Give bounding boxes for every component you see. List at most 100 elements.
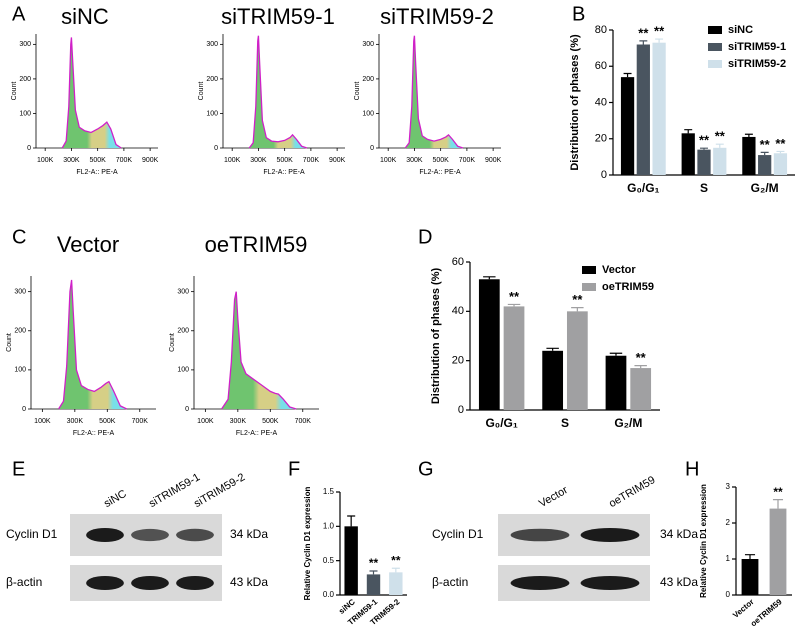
- legend-label: oeTRIM59: [602, 281, 654, 293]
- bar: [758, 155, 772, 175]
- bar: [503, 306, 525, 410]
- y-tick-label: 0.5: [323, 556, 335, 565]
- bar: [636, 44, 650, 175]
- y-tick-label: 0: [601, 169, 607, 181]
- y-axis-label: Count: [11, 82, 18, 101]
- y-tick-label: 40: [452, 305, 464, 317]
- legend-label: siTRIM59-2: [728, 58, 786, 70]
- bar: [769, 508, 787, 595]
- histogram-fill: [62, 37, 122, 148]
- x-tick-label: 500K: [262, 418, 279, 425]
- legend-label: siTRIM59-1: [728, 41, 786, 53]
- x-tick-label: 300K: [406, 157, 423, 164]
- size-label: 43 kDa: [660, 575, 698, 589]
- significance: **: [636, 350, 647, 365]
- x-tick-label: oeTRIM59: [749, 597, 784, 629]
- error-bar: [507, 303, 521, 307]
- y-tick-label: 0: [27, 145, 31, 152]
- x-tick-label: 700K: [295, 418, 312, 425]
- bar: [741, 559, 759, 595]
- error-bar: [347, 515, 356, 527]
- significance: **: [391, 553, 401, 567]
- x-tick-label: G₂/M: [614, 416, 642, 430]
- y-tick-label: 0: [22, 406, 26, 413]
- chart-title: siTRIM59-1: [221, 4, 335, 29]
- bar: [542, 350, 564, 410]
- error-bar: [760, 151, 769, 156]
- bar: [344, 526, 358, 595]
- y-tick-label: 0: [370, 145, 374, 152]
- y-tick-label: 1: [726, 554, 731, 563]
- x-tick-label: 100K: [224, 157, 241, 164]
- lane-label: siTRIM59-2: [192, 471, 247, 510]
- bar: [773, 153, 788, 175]
- error-bar: [700, 147, 708, 150]
- error-bar: [744, 133, 753, 137]
- significance: **: [773, 485, 783, 499]
- y-tick-label: 3: [726, 482, 731, 491]
- y-tick-label: 300: [177, 288, 189, 295]
- x-tick-label: 700K: [459, 157, 476, 164]
- x-axis-label: FL2-A:: PE-A: [236, 430, 278, 437]
- x-tick-label: 100K: [380, 157, 397, 164]
- size-label: 34 kDa: [660, 527, 698, 541]
- legend-label: Vector: [602, 264, 636, 276]
- y-tick-label: 300: [206, 41, 218, 48]
- size-label: 43 kDa: [230, 575, 268, 589]
- significance: **: [760, 137, 771, 152]
- y-tick-label: 0: [185, 406, 189, 413]
- y-tick-label: 0: [458, 404, 464, 416]
- panel-letter: B: [572, 3, 585, 25]
- x-tick-label: 700K: [116, 157, 133, 164]
- x-tick-label: 900K: [485, 157, 502, 164]
- chart-title: oeTRIM59: [205, 232, 308, 257]
- blot-band: [86, 576, 124, 590]
- y-axis-label: Relative Cyclin D1 expression: [303, 486, 312, 600]
- bar: [630, 368, 652, 410]
- error-bar: [571, 307, 584, 312]
- bar: [566, 311, 588, 410]
- x-tick-label: 300K: [67, 418, 84, 425]
- significance: **: [509, 289, 520, 304]
- blot-band: [131, 528, 169, 542]
- bar: [742, 136, 756, 175]
- lane-label: oeTRIM59: [607, 474, 657, 510]
- blot-band: [510, 528, 570, 542]
- histogram-line: [404, 35, 464, 149]
- error-bar: [483, 276, 496, 280]
- bar: [713, 147, 727, 175]
- error-bar: [684, 129, 693, 134]
- x-tick-label: Vector: [731, 597, 756, 620]
- y-tick-label: 1.5: [323, 487, 335, 496]
- y-axis-label: Count: [169, 333, 176, 352]
- panel-letter: C: [12, 226, 26, 248]
- significance: **: [638, 25, 649, 40]
- y-tick-label: 0.0: [323, 590, 335, 599]
- x-tick-label: 300K: [250, 157, 267, 164]
- x-tick-label: 700K: [132, 418, 149, 425]
- bar: [389, 572, 403, 595]
- significance: **: [654, 24, 665, 39]
- error-bar: [744, 554, 756, 559]
- histogram-fill: [221, 291, 297, 409]
- y-tick-label: 60: [452, 256, 464, 268]
- y-axis-label: Distribution of phases (%): [569, 34, 581, 171]
- x-tick-label: S: [561, 416, 569, 430]
- y-tick-label: 100: [19, 110, 31, 117]
- significance: **: [715, 129, 726, 144]
- legend-swatch: [708, 43, 722, 51]
- blot-band: [86, 528, 124, 542]
- y-tick-label: 0: [726, 590, 731, 599]
- legend-swatch: [708, 26, 722, 34]
- y-tick-label: 200: [362, 76, 374, 83]
- significance: **: [572, 292, 583, 307]
- significance: **: [699, 133, 710, 148]
- y-tick-label: 20: [452, 355, 464, 367]
- significance: **: [775, 136, 786, 151]
- x-tick-label: 500K: [89, 157, 106, 164]
- error-bar: [776, 150, 785, 154]
- blot-band: [580, 576, 640, 590]
- bar: [620, 77, 635, 175]
- y-axis-label: Count: [354, 82, 361, 101]
